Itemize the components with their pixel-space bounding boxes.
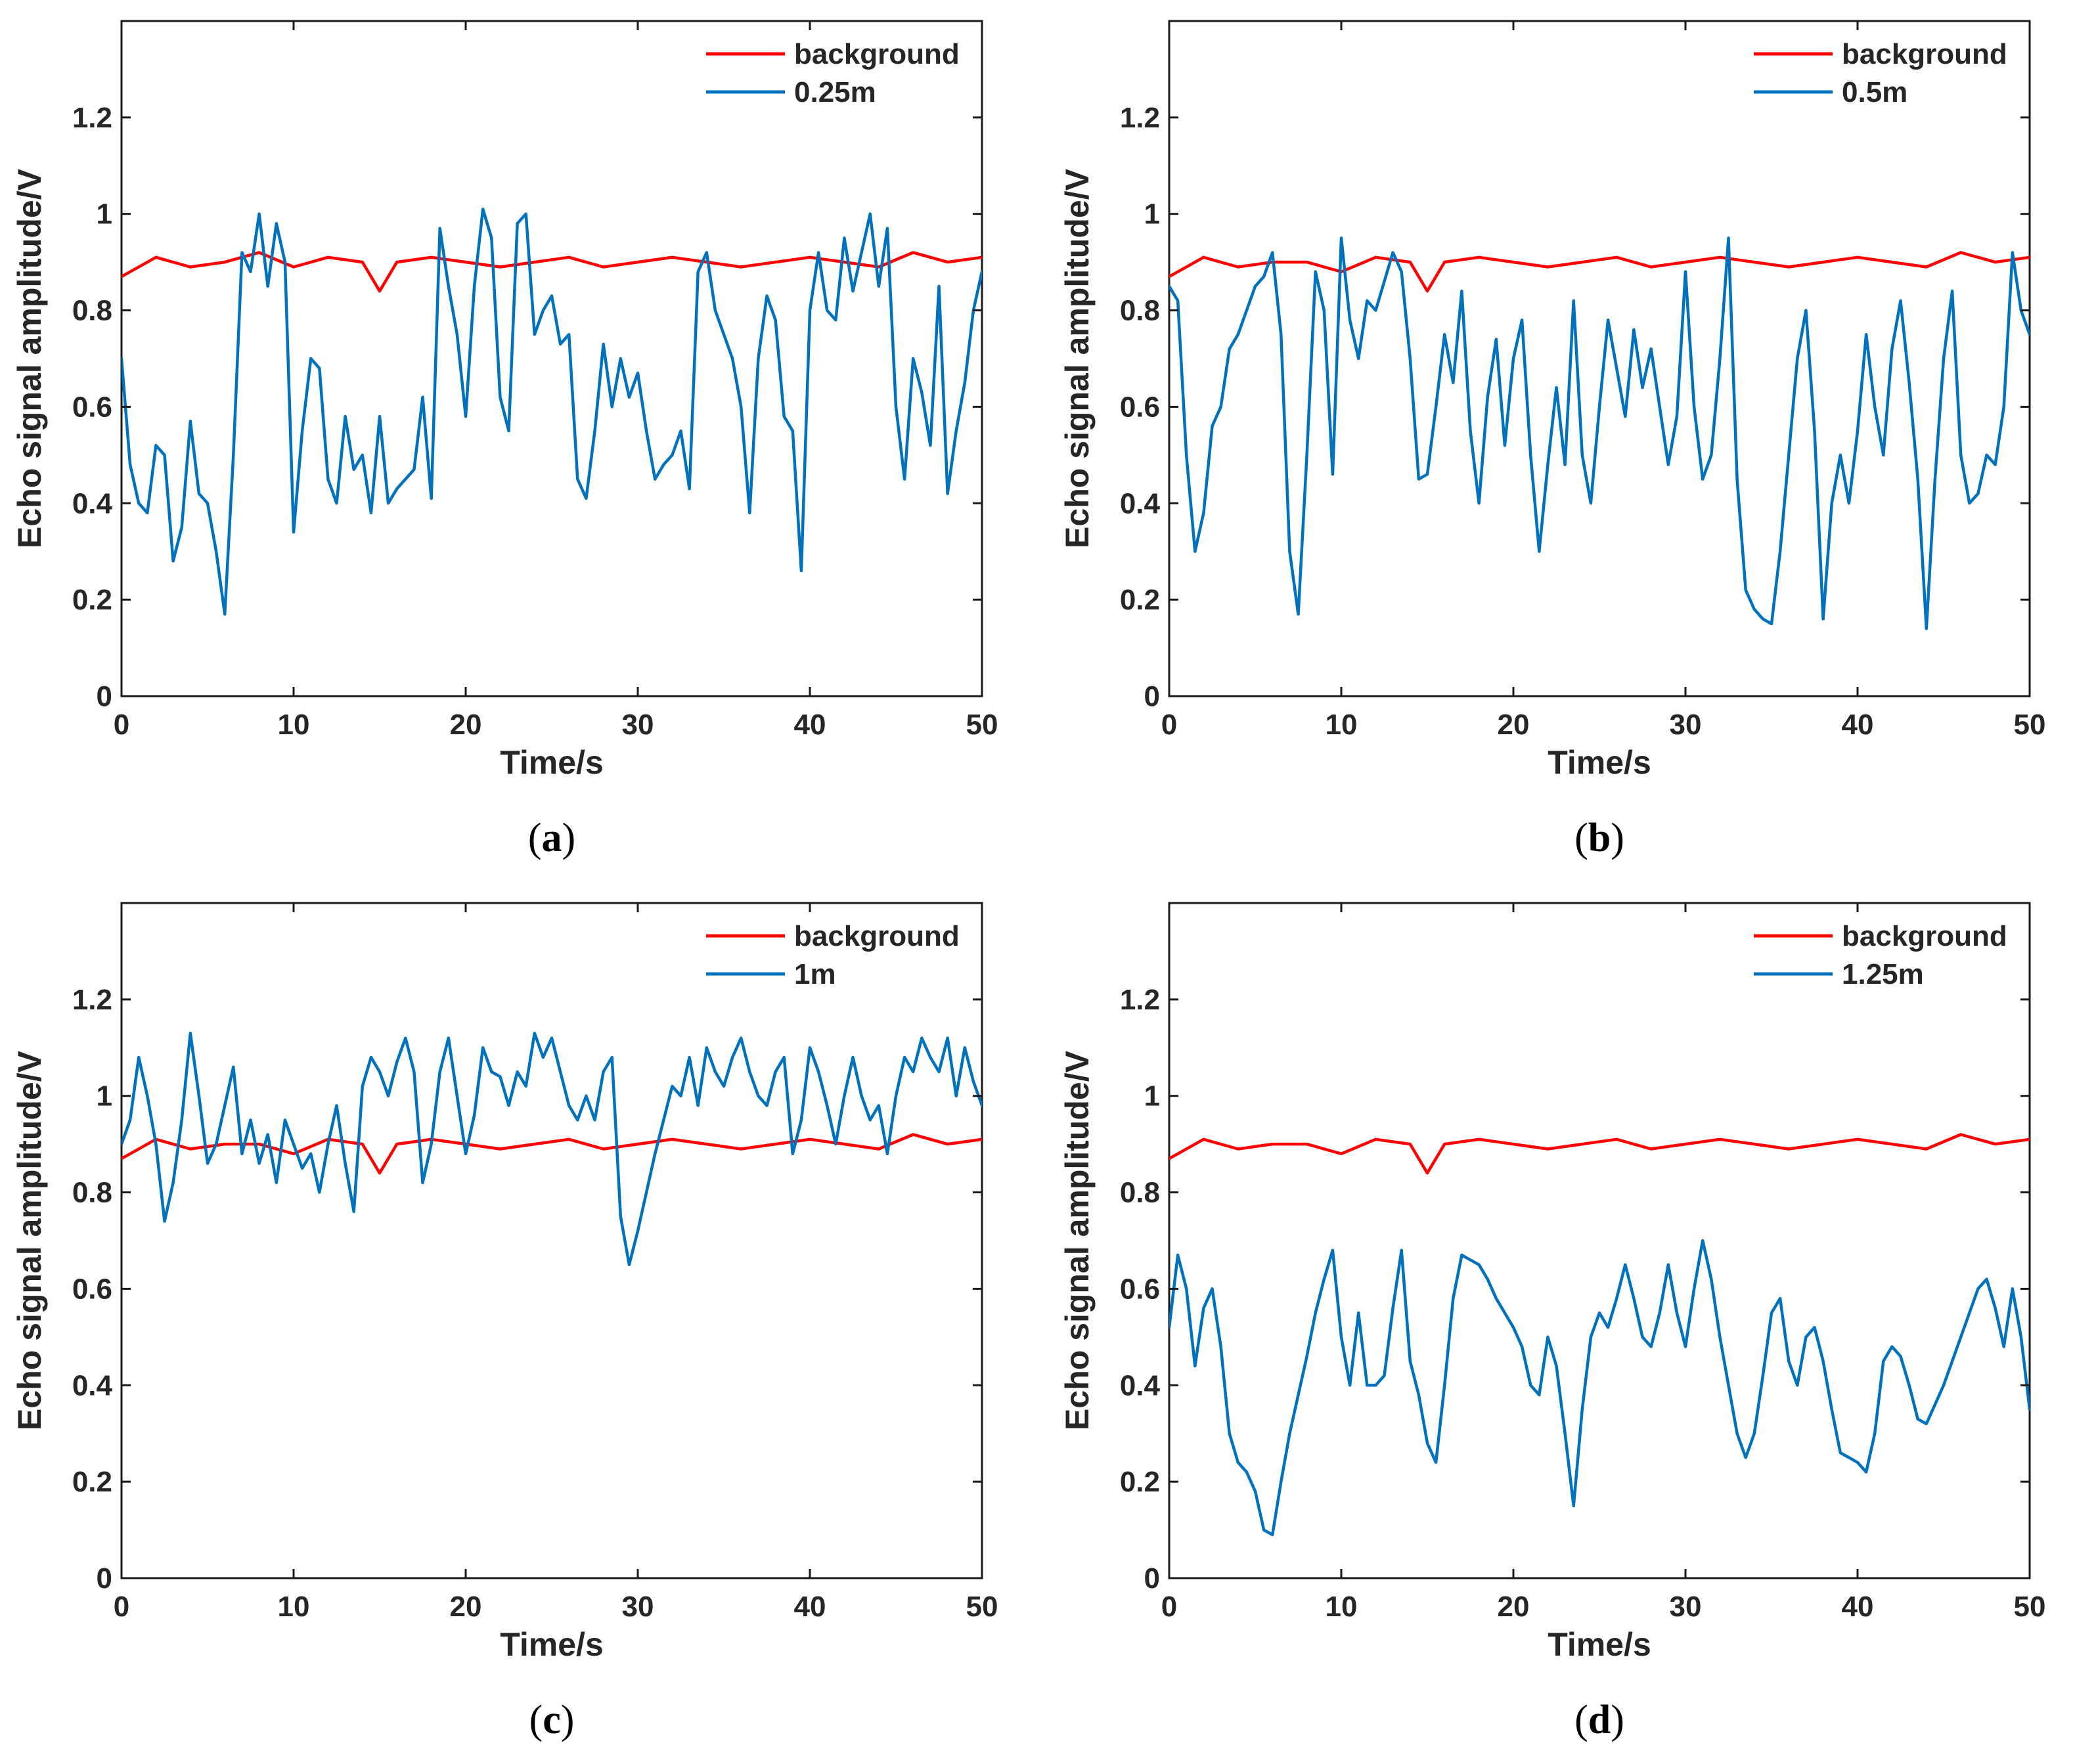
x-tick-label: 10 — [1326, 1591, 1358, 1623]
y-tick-label: 0 — [1144, 680, 1160, 713]
x-tick-label: 0 — [1161, 1591, 1177, 1623]
series-group — [122, 1032, 982, 1266]
x-tick-label: 0 — [1161, 709, 1177, 741]
panel-caption: (b) — [1574, 816, 1624, 860]
x-tick-label: 30 — [622, 709, 654, 741]
y-tick-label: 1.2 — [72, 984, 112, 1016]
x-tick-label: 40 — [1842, 709, 1874, 741]
y-tick-label: 0.8 — [72, 1177, 112, 1209]
chart-svg: 0 10 20 30 40 50 0 0.2 0.4 0.6 0.8 1 1.2 Time/s Echo s… — [1059, 902, 2046, 1742]
x-tick-label: 0 — [114, 1591, 129, 1623]
series-group — [1169, 1133, 2030, 1537]
panel-caption: (c) — [529, 1698, 575, 1742]
series-line-background — [1169, 1133, 2030, 1175]
x-tick-label: 10 — [278, 1591, 310, 1623]
axes-frame — [120, 902, 983, 1579]
y-tick-label: 0.8 — [1120, 295, 1160, 327]
legend-label: 1.25m — [1842, 958, 1924, 990]
x-tick-label: 10 — [1326, 709, 1358, 741]
y-tick-label: 1 — [97, 198, 112, 231]
y-tick-label: 0.6 — [72, 391, 112, 423]
x-tick-label: 50 — [2014, 1591, 2046, 1623]
y-tick-label: 1.2 — [72, 102, 112, 134]
y-tick-label: 0.4 — [72, 487, 113, 519]
x-tick-label: 30 — [1670, 709, 1702, 741]
y-tick-label: 0.6 — [1120, 1273, 1160, 1305]
legend: background 1.25m — [1754, 920, 2007, 990]
x-axis-label: Time/s — [1548, 1626, 1651, 1663]
legend-label: background — [794, 38, 960, 70]
x-tick-label: 20 — [450, 1591, 482, 1623]
x-tick-label: 30 — [1670, 1591, 1702, 1623]
x-axis-label: Time/s — [500, 1626, 604, 1663]
y-tick-label: 0.4 — [1120, 1369, 1161, 1401]
y-axis-label: Echo signal amplitude/V — [1059, 168, 1096, 548]
x-tick-label: 40 — [794, 709, 826, 741]
legend-label: background — [1842, 920, 2007, 952]
legend: background 0.5m — [1754, 38, 2007, 108]
y-tick-label: 0.4 — [1120, 487, 1161, 519]
x-tick-label: 20 — [450, 709, 482, 741]
y-tick-label: 0 — [97, 1562, 112, 1595]
y-axis-label: Echo signal amplitude/V — [11, 168, 48, 548]
x-tick-label: 40 — [1842, 1591, 1874, 1623]
x-tick-label: 0 — [114, 709, 129, 741]
y-tick-label: 0.2 — [1120, 1466, 1160, 1498]
y-tick-label: 0.6 — [1120, 391, 1160, 423]
legend-label: 1m — [794, 958, 836, 990]
y-tick-label: 1 — [1144, 1080, 1160, 1113]
y-tick-label: 0.2 — [1120, 584, 1160, 616]
chart-svg: 0 10 20 30 40 50 0 0.2 0.4 0.6 0.8 1 1.2 Time/s Echo s… — [11, 20, 998, 860]
legend-label: 0.25m — [794, 76, 876, 108]
chart-svg: 0 10 20 30 40 50 0 0.2 0.4 0.6 0.8 1 1.2 Time/s Echo s… — [1059, 20, 2046, 860]
y-tick-label: 0.2 — [72, 1466, 112, 1498]
chart-svg: 0 10 20 30 40 50 0 0.2 0.4 0.6 0.8 1 1.2 Time/s Echo s… — [11, 902, 998, 1742]
y-tick-label: 0.8 — [1120, 1177, 1160, 1209]
panel-a: 0 10 20 30 40 50 0 0.2 0.4 0.6 0.8 1 1.2 Time/s Echo s… — [0, 0, 1048, 882]
series-line-0-25m — [122, 208, 982, 616]
y-axis-label: Echo signal amplitude/V — [11, 1050, 48, 1430]
x-tick-label: 10 — [278, 709, 310, 741]
y-tick-label: 0.6 — [72, 1273, 112, 1305]
x-axis-label: Time/s — [500, 744, 604, 781]
legend: background 0.25m — [706, 38, 960, 108]
x-tick-label: 30 — [622, 1591, 654, 1623]
legend: background 1m — [706, 920, 960, 990]
panel-caption: (d) — [1574, 1698, 1624, 1742]
series-line-1-25m — [1169, 1239, 2030, 1537]
y-tick-label: 0 — [1144, 1562, 1160, 1595]
series-line-0-5m — [1169, 236, 2030, 630]
x-tick-label: 20 — [1498, 709, 1530, 741]
axes-frame — [1168, 902, 2031, 1579]
y-tick-label: 0.2 — [72, 584, 112, 616]
series-group — [122, 208, 982, 616]
series-line-background — [1169, 251, 2030, 293]
x-tick-label: 50 — [966, 1591, 998, 1623]
series-group — [1169, 236, 2030, 630]
x-tick-label: 50 — [2014, 709, 2046, 741]
y-tick-label: 1 — [1144, 198, 1160, 231]
panel-c: 0 10 20 30 40 50 0 0.2 0.4 0.6 0.8 1 1.2 Time/s Echo s… — [0, 882, 1048, 1764]
y-tick-label: 0 — [97, 680, 112, 713]
y-tick-label: 1 — [97, 1080, 112, 1113]
panel-d: 0 10 20 30 40 50 0 0.2 0.4 0.6 0.8 1 1.2 Time/s Echo s… — [1048, 882, 2095, 1764]
panel-caption: (a) — [528, 816, 575, 860]
series-line-1m — [122, 1032, 982, 1266]
y-tick-label: 1.2 — [1120, 102, 1160, 134]
legend-label: background — [794, 920, 960, 952]
y-tick-label: 1.2 — [1120, 984, 1160, 1016]
y-axis-label: Echo signal amplitude/V — [1059, 1050, 1096, 1430]
x-tick-label: 50 — [966, 709, 998, 741]
axes-frame — [120, 20, 983, 697]
x-tick-label: 20 — [1498, 1591, 1530, 1623]
panel-b: 0 10 20 30 40 50 0 0.2 0.4 0.6 0.8 1 1.2 Time/s Echo s… — [1048, 0, 2095, 882]
legend-label: 0.5m — [1842, 76, 1907, 108]
y-tick-label: 0.4 — [72, 1369, 113, 1401]
x-tick-label: 40 — [794, 1591, 826, 1623]
y-tick-label: 0.8 — [72, 295, 112, 327]
legend-label: background — [1842, 38, 2007, 70]
x-axis-label: Time/s — [1548, 744, 1651, 781]
